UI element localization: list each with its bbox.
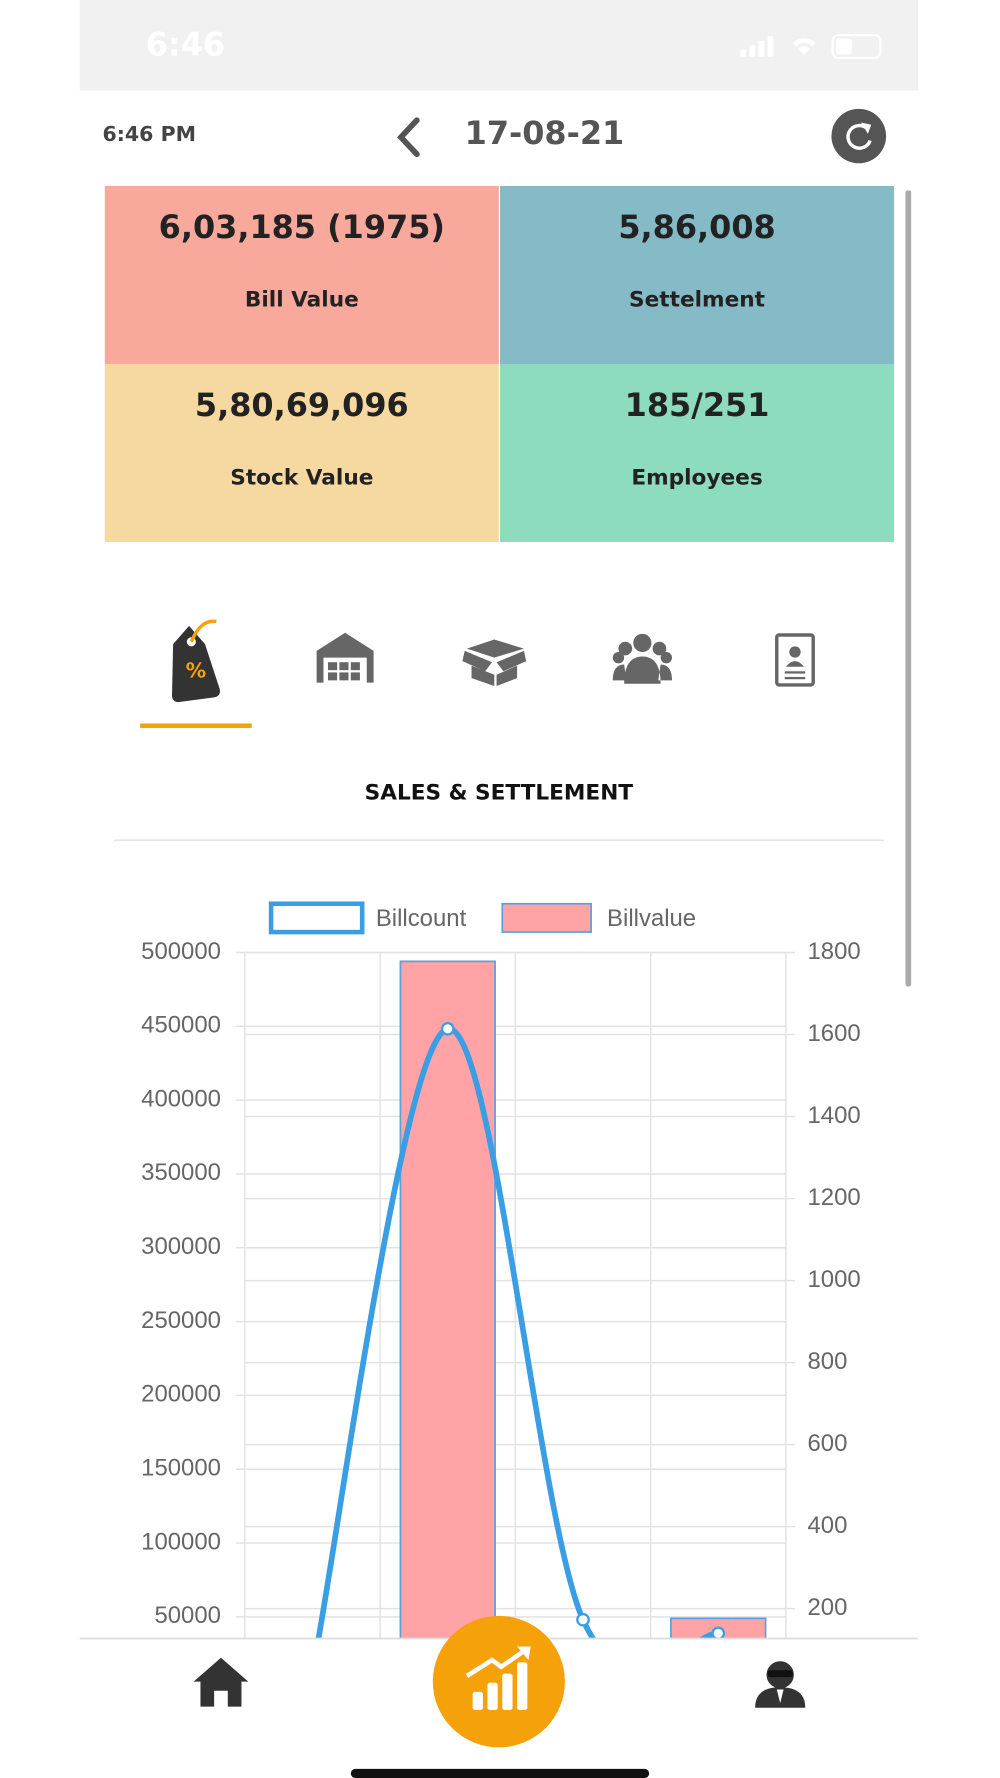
y-tick-label: 250000 xyxy=(141,1307,221,1334)
refresh-button[interactable] xyxy=(831,108,887,164)
y2-tick-label: 200 xyxy=(808,1594,848,1621)
status-icons xyxy=(740,34,882,59)
tab-warehouse[interactable] xyxy=(316,632,374,683)
y-tick-label: 100000 xyxy=(141,1528,221,1555)
line xyxy=(315,1025,719,1639)
tile xyxy=(104,185,499,364)
tile-value: 5,80,69,096 xyxy=(195,386,409,424)
tab-stock[interactable] xyxy=(462,639,527,687)
y2-tick-label: 1000 xyxy=(808,1266,861,1293)
tab-underline xyxy=(140,723,252,728)
y-tick-label: 500000 xyxy=(141,938,221,965)
y2-tick-label: 400 xyxy=(808,1512,848,1539)
tile xyxy=(500,185,895,364)
svg-text:%: % xyxy=(186,658,207,682)
tile xyxy=(500,363,895,543)
tile-label: Bill Value xyxy=(245,288,359,313)
bar xyxy=(399,960,496,1639)
nav-home[interactable] xyxy=(193,1657,249,1707)
header-date: 17-08-21 xyxy=(465,114,625,152)
tile xyxy=(104,363,499,543)
home-indicator xyxy=(350,1768,650,1778)
y2-tick-label: 1600 xyxy=(808,1020,861,1047)
y-tick-label: 400000 xyxy=(141,1085,221,1112)
tile-value: 185/251 xyxy=(625,386,770,424)
chart: 0500001000001500002000002500003000003500… xyxy=(141,938,861,1639)
y2-tick-label: 800 xyxy=(808,1348,848,1375)
y2-tick-label: 1200 xyxy=(808,1184,861,1211)
header-time: 6:46 PM xyxy=(103,122,196,146)
tile-label: Employees xyxy=(631,466,762,491)
y-tick-label: 300000 xyxy=(141,1233,221,1260)
y-tick-label: 50000 xyxy=(154,1602,221,1629)
legend: Billcount Billvalue xyxy=(268,901,696,935)
y-tick-label: 350000 xyxy=(141,1159,221,1186)
status-bar xyxy=(79,0,918,91)
back-button[interactable] xyxy=(397,117,420,158)
point xyxy=(711,1626,726,1639)
y-tick-label: 150000 xyxy=(141,1455,221,1482)
y-tick-label: 200000 xyxy=(141,1381,221,1408)
tile-label: Settelment xyxy=(629,288,765,313)
y2-tick-label: 1800 xyxy=(808,938,861,965)
y-tick-label: 450000 xyxy=(141,1012,221,1039)
y2-tick-label: 1400 xyxy=(808,1102,861,1129)
tile-label: Stock Value xyxy=(230,466,373,491)
point xyxy=(576,1612,590,1627)
tab-employees[interactable] xyxy=(612,633,672,684)
summary-tiles: 6,03,185 (1975) Bill Value 5,86,008 Settelm… xyxy=(104,185,895,543)
nav-dashboard[interactable] xyxy=(432,1615,565,1748)
tab-attendance[interactable] xyxy=(775,633,815,687)
tile-value: 5,86,008 xyxy=(618,208,775,246)
nav-profile[interactable] xyxy=(755,1661,806,1708)
point xyxy=(440,1021,455,1036)
legend-swatch xyxy=(501,902,592,933)
legend-label: Billcount xyxy=(376,905,467,932)
status-time: 6:46 xyxy=(146,26,225,64)
tile-value: 6,03,185 (1975) xyxy=(159,208,445,246)
legend-swatch xyxy=(268,901,365,935)
legend-label: Billvalue xyxy=(607,905,696,932)
y2-tick-label: 600 xyxy=(808,1430,848,1457)
section-title: SALES & SETTLEMENT xyxy=(365,781,634,806)
tab-sales[interactable]: % xyxy=(171,619,220,703)
scrollbar xyxy=(905,190,912,987)
